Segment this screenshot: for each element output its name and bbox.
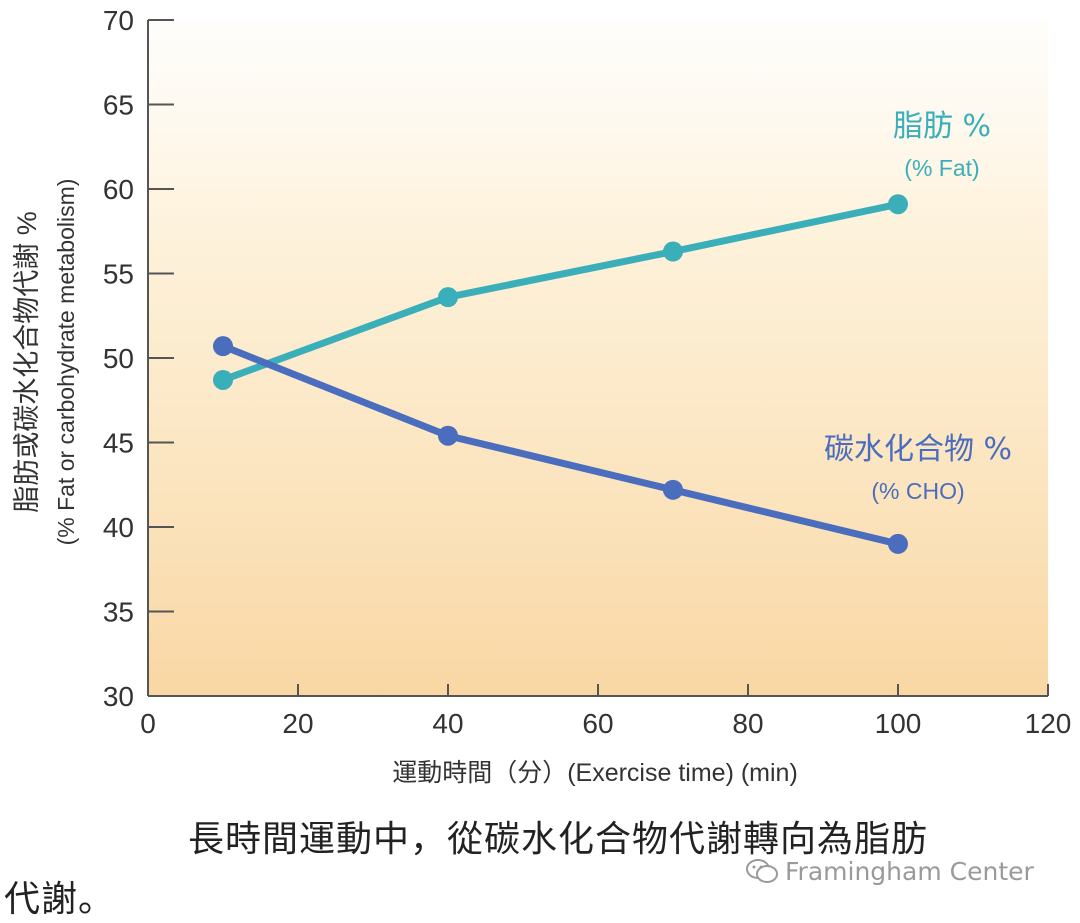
data-point-cho bbox=[213, 336, 233, 357]
series-label-fat: 脂肪 % bbox=[893, 109, 991, 144]
y-tick-label: 55 bbox=[103, 259, 134, 290]
series-layer bbox=[213, 194, 908, 554]
plot-background bbox=[148, 20, 1048, 696]
series-label-cho: 碳水化合物 % bbox=[824, 432, 1012, 467]
x-tick-label: 40 bbox=[432, 708, 463, 739]
y-tick-label: 35 bbox=[103, 597, 134, 628]
y-tick-label: 70 bbox=[103, 5, 134, 36]
line-chart: 0 20 40 60 80 100 120 30 35 40 45 50 55 60 65 70 脂肪 % (%… bbox=[12, 5, 1072, 787]
x-tick-label: 80 bbox=[732, 708, 763, 739]
x-tick-label: 20 bbox=[282, 708, 313, 739]
x-tick-label: 100 bbox=[875, 708, 922, 739]
data-point-cho bbox=[888, 533, 908, 554]
data-point-fat bbox=[888, 194, 908, 215]
x-axis-label: 運動時間（分）(Exercise time) (min) bbox=[392, 759, 798, 787]
wechat-icon bbox=[746, 859, 778, 883]
y-tick-label: 60 bbox=[103, 174, 134, 205]
x-tick-label: 120 bbox=[1025, 708, 1072, 739]
y-tick-label: 65 bbox=[103, 90, 134, 121]
data-point-fat bbox=[663, 241, 683, 262]
caption-line-1: 長時間運動中，從碳水化合物代謝轉向為脂肪 bbox=[188, 819, 929, 860]
data-point-fat bbox=[213, 369, 233, 390]
y-tick-label: 30 bbox=[103, 681, 134, 712]
caption-line-2: 代謝。 bbox=[4, 879, 116, 920]
watermark-text: Framingham Center bbox=[785, 857, 1034, 886]
y-tick-label: 45 bbox=[103, 428, 134, 459]
axes: 0 20 40 60 80 100 120 30 35 40 45 50 55 60 65 70 bbox=[103, 5, 1072, 739]
y-axis-label-en: (% Fat or carbohydrate metabolism) bbox=[53, 179, 79, 546]
data-point-fat bbox=[438, 287, 458, 308]
x-tick-label: 60 bbox=[582, 708, 613, 739]
series-labels: 脂肪 % (% Fat) 碳水化合物 % (% CHO) bbox=[824, 109, 1012, 504]
series-label-en-cho: (% CHO) bbox=[871, 478, 964, 504]
watermark: Framingham Center bbox=[745, 857, 1034, 886]
series-label-en-fat: (% Fat) bbox=[904, 155, 979, 181]
y-tick-label: 40 bbox=[103, 512, 134, 543]
series-line-cho bbox=[219, 342, 902, 548]
x-tick-label: 0 bbox=[140, 708, 156, 739]
y-tick-label: 50 bbox=[103, 343, 134, 374]
data-point-cho bbox=[663, 479, 683, 500]
series-line-fat bbox=[219, 200, 902, 384]
data-point-cho bbox=[438, 425, 458, 446]
y-axis-label: 脂肪或碳水化合物代謝 % bbox=[12, 211, 42, 513]
